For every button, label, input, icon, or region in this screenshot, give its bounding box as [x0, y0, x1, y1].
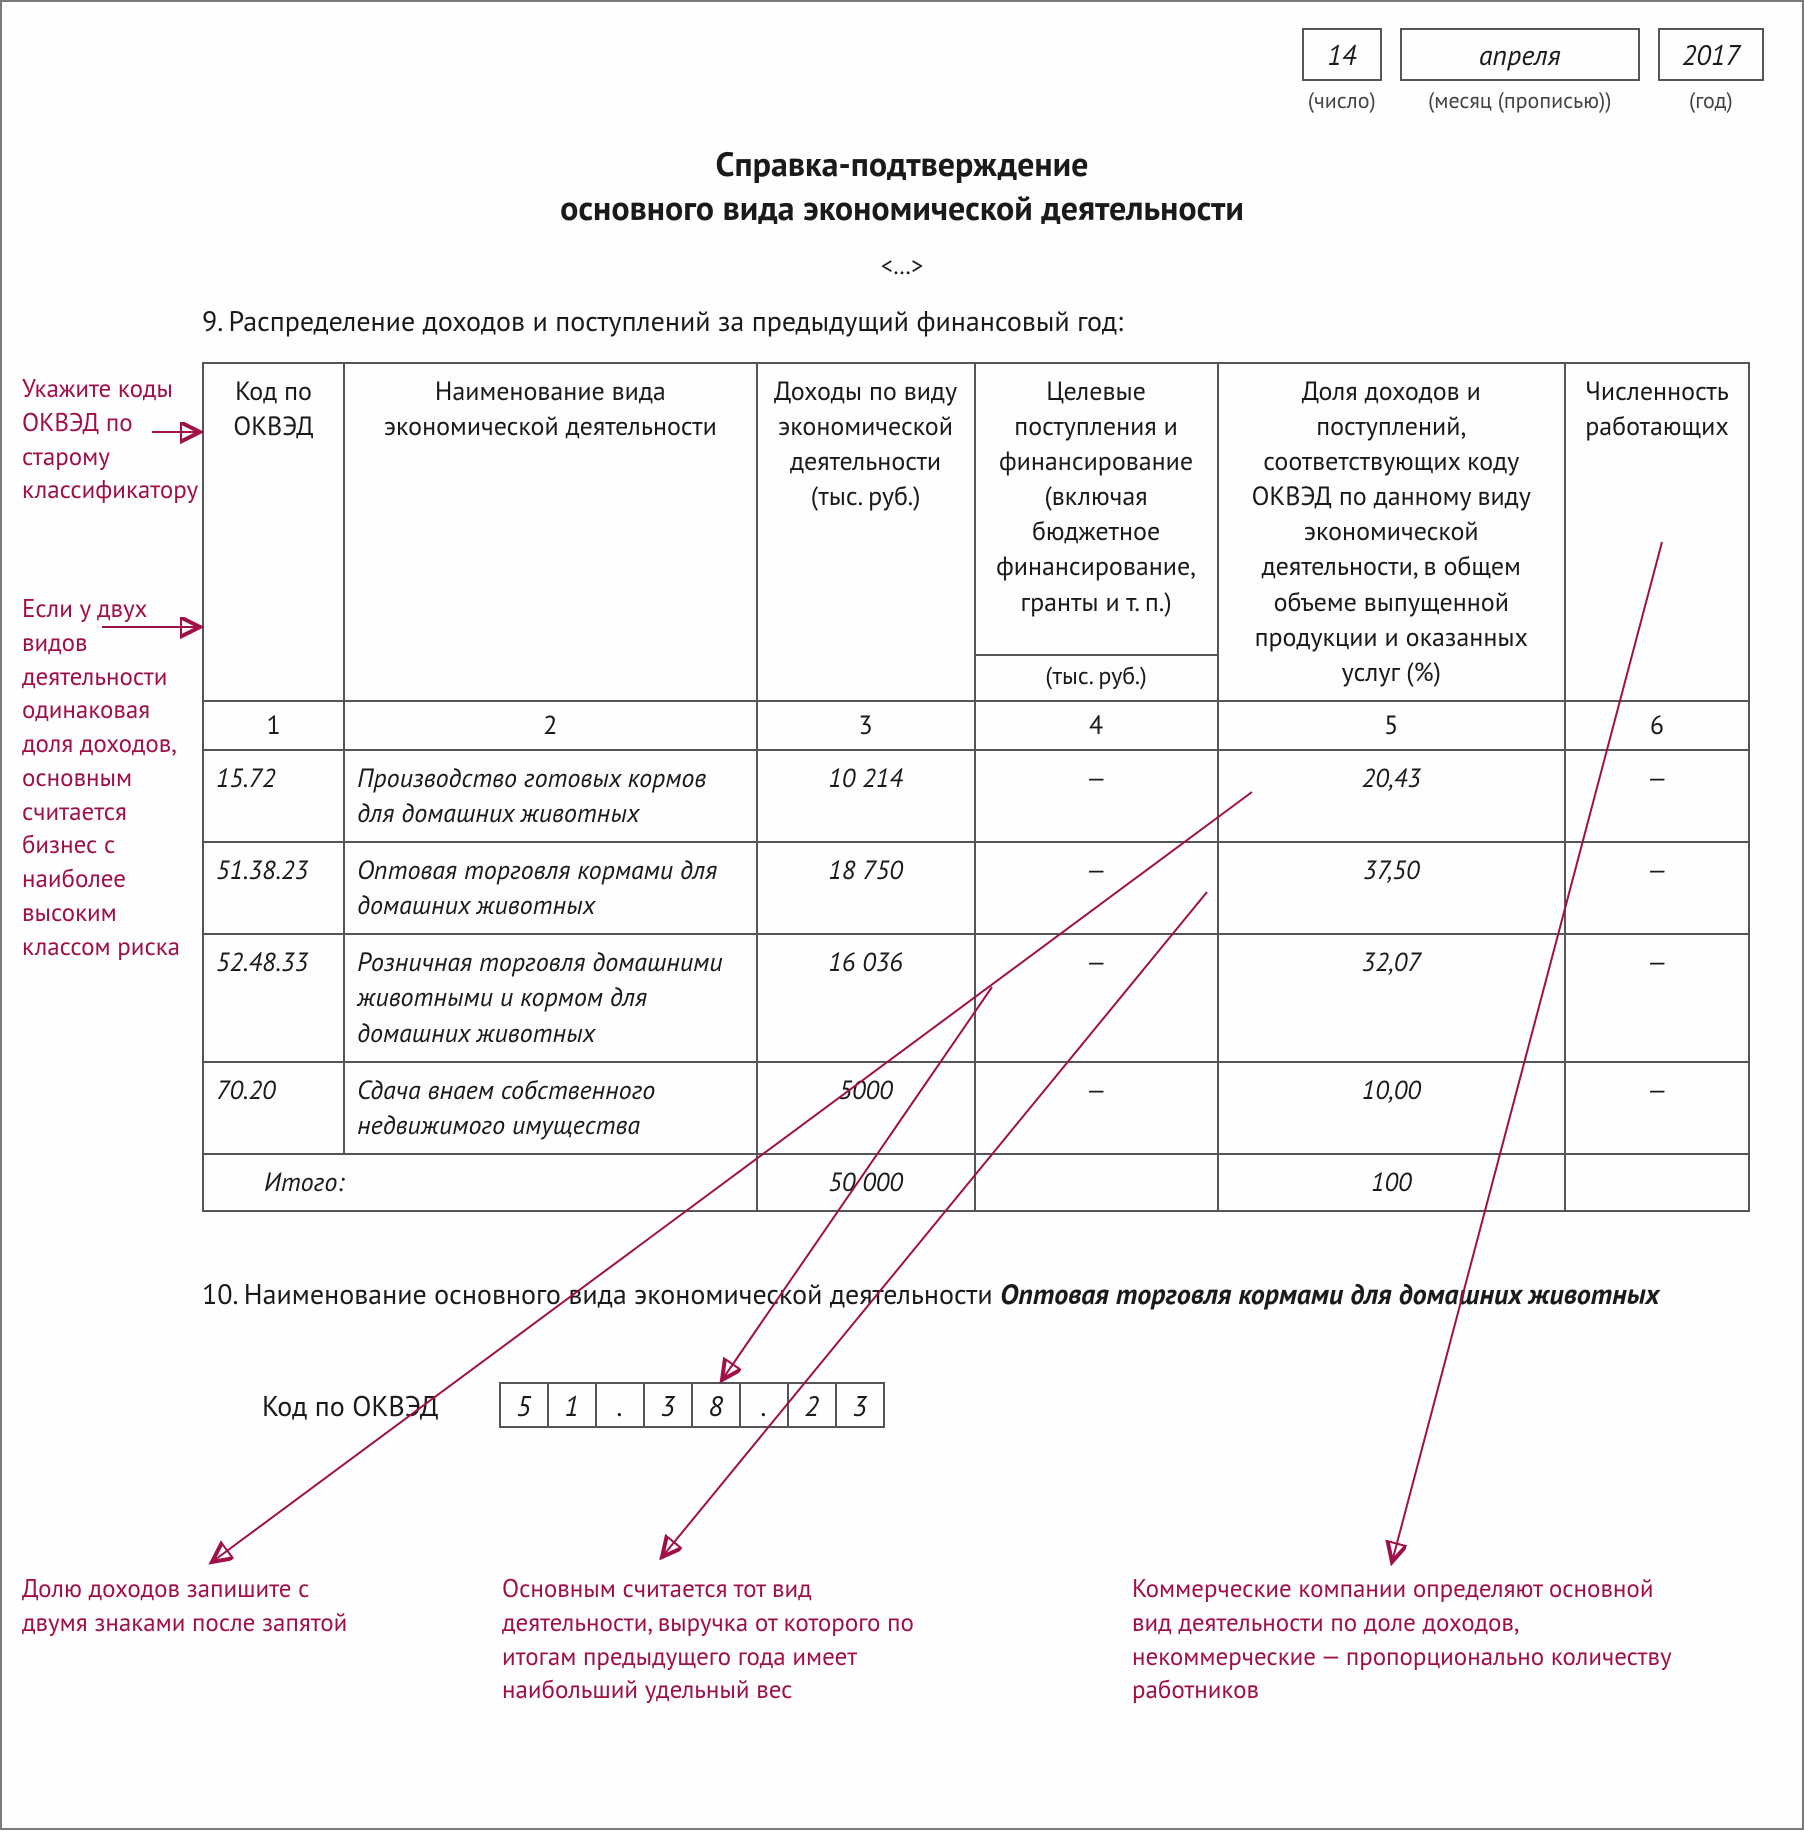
date-day-label: (число) — [1308, 87, 1376, 115]
total-share: 100 — [1218, 1154, 1565, 1211]
date-month: апреля — [1400, 28, 1640, 81]
cell-code: 15.72 — [203, 750, 344, 842]
cell-name: Розничная торговля домашними животными и… — [344, 934, 756, 1061]
cell-name: Производство готовых кормов для домашних… — [344, 750, 756, 842]
okved-label: Код по ОКВЭД — [262, 1387, 439, 1424]
date-row: 14 (число) апреля (месяц (прописью)) 201… — [1302, 28, 1764, 115]
cell-code: 51.38.23 — [203, 842, 344, 934]
document-page: 14 (число) апреля (месяц (прописью)) 201… — [0, 0, 1804, 1830]
annotation-equal-share: Если у двух видов деятельности одинакова… — [22, 592, 202, 963]
annotation-commercial: Коммерческие компании определяют основно… — [1132, 1572, 1672, 1707]
date-year: 2017 — [1658, 28, 1764, 81]
date-month-label: (месяц (прописью)) — [1428, 87, 1611, 115]
okved-cell: 5 — [499, 1382, 549, 1428]
colnum-5: 5 — [1218, 701, 1565, 750]
date-day: 14 — [1302, 28, 1382, 81]
cell-code: 70.20 — [203, 1062, 344, 1154]
cell-targeted: — — [975, 1062, 1218, 1154]
annotation-main-activity: Основным считается тот вид деятельности,… — [502, 1572, 962, 1707]
annotation-old-classifier: Укажите коды ОКВЭД по старому классифика… — [22, 372, 197, 507]
col-header-6: Численность работающих — [1565, 363, 1749, 701]
total-label: Итого: — [203, 1154, 757, 1211]
section-10-prefix: 10. Наименование основного вида экономич… — [202, 1275, 1000, 1312]
section-9-heading: 9. Распределение доходов и поступлений з… — [202, 302, 1742, 339]
cell-share: 10,00 — [1218, 1062, 1565, 1154]
okved-code-row: Код по ОКВЭД 5 1 . 3 8 . 2 3 — [262, 1382, 885, 1428]
colnum-2: 2 — [344, 701, 756, 750]
cell-count: — — [1565, 842, 1749, 934]
cell-targeted: — — [975, 750, 1218, 842]
col-header-5: Доля доходов и поступлений, соответствую… — [1218, 363, 1565, 701]
title-line-1: Справка-подтверждение — [2, 142, 1802, 186]
table-header-row: Код по ОКВЭД Наименование вида экономиче… — [203, 363, 1749, 655]
okved-cells: 5 1 . 3 8 . 2 3 — [499, 1382, 885, 1428]
cell-income: 18 750 — [757, 842, 975, 934]
colnum-4: 4 — [975, 701, 1218, 750]
okved-cell: 2 — [787, 1382, 837, 1428]
title-block: Справка-подтверждение основного вида эко… — [2, 142, 1802, 281]
total-income: 50 000 — [757, 1154, 975, 1211]
okved-cell: . — [595, 1382, 645, 1428]
date-day-cell: 14 (число) — [1302, 28, 1382, 115]
col-4-unit: (тыс. руб.) — [975, 655, 1218, 701]
cell-income: 16 036 — [757, 934, 975, 1061]
total-count — [1565, 1154, 1749, 1211]
col-header-2: Наименование вида экономической деятельн… — [344, 363, 756, 701]
cell-share: 20,43 — [1218, 750, 1565, 842]
cell-share: 32,07 — [1218, 934, 1565, 1061]
table-row: 15.72 Производство готовых кормов для до… — [203, 750, 1749, 842]
date-year-cell: 2017 (год) — [1658, 28, 1764, 115]
table-row: 70.20 Сдача внаем собственного недвижимо… — [203, 1062, 1749, 1154]
income-table: Код по ОКВЭД Наименование вида экономиче… — [202, 362, 1750, 1212]
col-header-1: Код по ОКВЭД — [203, 363, 344, 701]
colnum-6: 6 — [1565, 701, 1749, 750]
okved-cell: 8 — [691, 1382, 741, 1428]
cell-count: — — [1565, 750, 1749, 842]
okved-cell: 1 — [547, 1382, 597, 1428]
table-row: 51.38.23 Оптовая торговля кормами для до… — [203, 842, 1749, 934]
okved-cell: 3 — [835, 1382, 885, 1428]
title-line-2: основного вида экономической деятельност… — [2, 186, 1802, 230]
colnum-1: 1 — [203, 701, 344, 750]
cell-share: 37,50 — [1218, 842, 1565, 934]
column-number-row: 1 2 3 4 5 6 — [203, 701, 1749, 750]
colnum-3: 3 — [757, 701, 975, 750]
section-10-activity: Оптовая торговля кормами для домашних жи… — [1000, 1275, 1659, 1312]
total-targeted — [975, 1154, 1218, 1211]
section-10: 10. Наименование основного вида экономич… — [202, 1274, 1742, 1313]
col-header-4: Целевые поступления и финансирование (вк… — [975, 363, 1218, 655]
cell-name: Оптовая торговля кормами для домашних жи… — [344, 842, 756, 934]
cell-income: 10 214 — [757, 750, 975, 842]
cell-name: Сдача внаем собственного недвижимого иму… — [344, 1062, 756, 1154]
cell-income: 5000 — [757, 1062, 975, 1154]
okved-cell: 3 — [643, 1382, 693, 1428]
table-row: 52.48.33 Розничная торговля домашними жи… — [203, 934, 1749, 1061]
cell-targeted: — — [975, 842, 1218, 934]
annotation-two-decimals: Долю доходов запишите с двумя знаками по… — [22, 1572, 362, 1640]
total-row: Итого: 50 000 100 — [203, 1154, 1749, 1211]
cell-code: 52.48.33 — [203, 934, 344, 1061]
date-month-cell: апреля (месяц (прописью)) — [1400, 28, 1640, 115]
cell-count: — — [1565, 934, 1749, 1061]
title-ellipsis: <…> — [2, 250, 1802, 281]
date-year-label: (год) — [1689, 87, 1733, 115]
col-header-3: Доходы по виду экономической деятельност… — [757, 363, 975, 701]
okved-cell: . — [739, 1382, 789, 1428]
cell-targeted: — — [975, 934, 1218, 1061]
cell-count: — — [1565, 1062, 1749, 1154]
